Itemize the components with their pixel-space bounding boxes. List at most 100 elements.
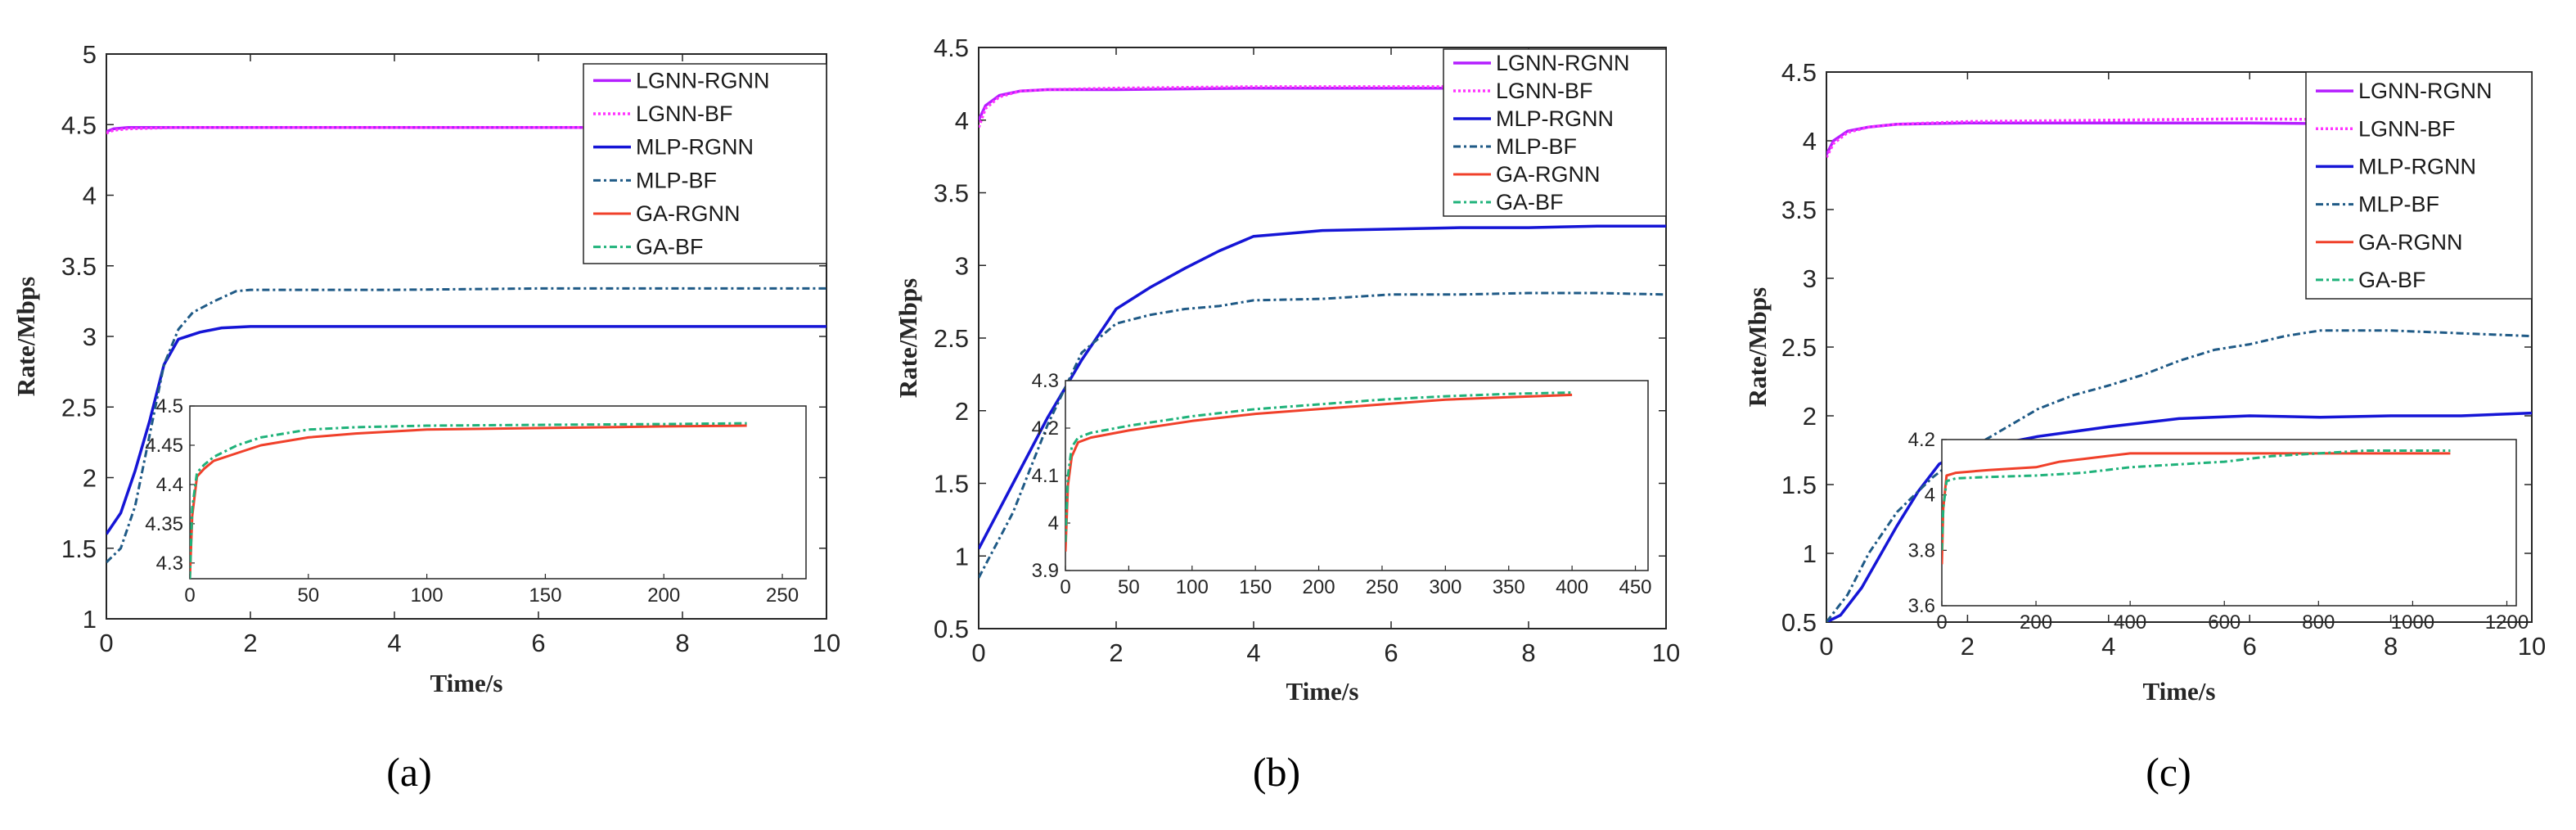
inset-x-tick-label: 150 bbox=[529, 584, 561, 607]
y-tick-label: 4.5 bbox=[61, 111, 97, 139]
y-tick-label: 3.5 bbox=[1781, 196, 1817, 224]
inset-plot: 0 200 400 600 800 1000 1200 3.6 3.8 4 4.2 bbox=[1908, 429, 2529, 634]
inset-x-tick-label: 100 bbox=[411, 584, 444, 607]
inset-frame bbox=[189, 405, 807, 580]
inset-y-tick-label: 4.5 bbox=[156, 395, 183, 417]
y-tick-label: 3 bbox=[955, 251, 969, 280]
inset-plot: 0 50 100 150 200 250 300 350 400 450 3.9 4 4.1 4.2 4.3 bbox=[1032, 370, 1652, 598]
y-tick-label: 3 bbox=[1803, 264, 1817, 293]
legend-label-lgnn-rgnn: LGNN-RGNN bbox=[2358, 79, 2493, 103]
x-tick-label: 6 bbox=[531, 629, 545, 657]
y-axis-label: Rate/Mbps bbox=[11, 277, 40, 396]
inset-x-tick-label: 100 bbox=[1176, 576, 1209, 598]
inset-x-tick-label: 150 bbox=[1239, 576, 1272, 598]
y-tick-label: 2.5 bbox=[934, 324, 969, 353]
inset-y-tick-label: 4.1 bbox=[1032, 465, 1059, 487]
inset-series-line-ga-bf bbox=[1065, 391, 1573, 543]
legend-label-lgnn-bf: LGNN-BF bbox=[2358, 116, 2456, 141]
inset-y-tick-label: 3.8 bbox=[1908, 539, 1935, 562]
panel-label: (a) bbox=[386, 749, 432, 795]
legend: LGNN-RGNN LGNN-BF MLP-RGNN MLP-BF GA-RGNN GA-… bbox=[2305, 71, 2533, 300]
y-tick-label: 4.5 bbox=[934, 34, 969, 62]
y-tick-label: 1.5 bbox=[934, 470, 969, 498]
y-tick-label: 1.5 bbox=[61, 535, 97, 563]
inset-y-tick-label: 4.45 bbox=[145, 435, 183, 457]
inset-frame bbox=[1941, 439, 2517, 607]
legend-label-ga-rgnn: GA-RGNN bbox=[1496, 162, 1601, 187]
panel-label: (c) bbox=[2146, 749, 2191, 795]
y-tick-label: 1.5 bbox=[1781, 471, 1817, 499]
legend: LGNN-RGNN LGNN-BF MLP-RGNN MLP-BF GA-RGNN GA-… bbox=[1443, 48, 1667, 217]
y-tick-label: 2.5 bbox=[61, 393, 97, 422]
inset-y-tick-label: 4 bbox=[1925, 485, 1935, 507]
x-tick-label: 10 bbox=[1652, 638, 1680, 667]
inset-y-tick-label: 3.6 bbox=[1908, 595, 1935, 617]
inset-x-tick-label: 50 bbox=[297, 584, 319, 607]
inset-x-tick-label: 200 bbox=[2020, 611, 2052, 634]
legend-label-ga-bf: GA-BF bbox=[1496, 190, 1564, 214]
inset-x-tick-label: 400 bbox=[2114, 611, 2146, 634]
inset-x-tick-label: 400 bbox=[1556, 576, 1588, 598]
inset-y-tick-label: 4.2 bbox=[1908, 429, 1935, 451]
x-tick-label: 10 bbox=[2518, 632, 2546, 661]
y-tick-label: 1 bbox=[83, 605, 97, 634]
inset-plot: 0 50 100 150 200 250 4.3 4.35 4.4 4.45 4.5 bbox=[145, 395, 807, 607]
legend-label-lgnn-bf: LGNN-BF bbox=[1496, 79, 1593, 103]
inset-x-tick-label: 1200 bbox=[2485, 611, 2529, 634]
series-line-mlp-rgnn bbox=[106, 325, 826, 535]
legend: LGNN-RGNN LGNN-BF MLP-RGNN MLP-BF GA-RGNN GA-… bbox=[583, 63, 827, 264]
legend-label-ga-rgnn: GA-RGNN bbox=[2358, 230, 2463, 255]
inset-series-group bbox=[190, 422, 747, 579]
x-axis-label: Time/s bbox=[2143, 677, 2216, 706]
y-tick-label: 1 bbox=[1803, 539, 1817, 568]
x-tick-label: 4 bbox=[387, 629, 401, 657]
x-tick-label: 2 bbox=[1961, 632, 1975, 661]
inset-x-tick-label: 300 bbox=[1429, 576, 1461, 598]
panel-1: 0 2 4 6 8 10 0.5 1 1.5 2 2.5 3 3.5 4 4.5 Time/s Rate/Mbp… bbox=[894, 34, 1680, 795]
inset-series-line-ga-bf bbox=[190, 422, 747, 579]
y-tick-label: 3.5 bbox=[61, 252, 97, 281]
y-tick-label: 4 bbox=[1803, 127, 1817, 156]
legend-label-mlp-rgnn: MLP-RGNN bbox=[2358, 154, 2476, 178]
y-tick-label: 3 bbox=[83, 323, 97, 351]
legend-box bbox=[583, 63, 827, 264]
legend-label-mlp-bf: MLP-BF bbox=[1496, 134, 1577, 159]
inset-x-tick-label: 250 bbox=[766, 584, 799, 607]
legend-label-lgnn-rgnn: LGNN-RGNN bbox=[636, 68, 770, 92]
x-tick-label: 6 bbox=[2243, 632, 2257, 661]
panel-0: 0 2 4 6 8 10 1 1.5 2 2.5 3 3.5 4 4.5 5 Time/s Rate/Mbps 0… bbox=[11, 40, 840, 795]
y-tick-label: 2.5 bbox=[1781, 333, 1817, 362]
y-tick-label: 1 bbox=[955, 542, 969, 571]
inset-series-group bbox=[1065, 391, 1573, 552]
y-tick-label: 2 bbox=[1803, 402, 1817, 431]
panel-label: (b) bbox=[1253, 749, 1300, 795]
x-tick-label: 8 bbox=[675, 629, 689, 657]
inset-y-tick-label: 4.2 bbox=[1032, 417, 1059, 440]
x-tick-label: 2 bbox=[243, 629, 257, 657]
x-tick-label: 0 bbox=[971, 638, 985, 667]
legend-label-ga-bf: GA-BF bbox=[2358, 268, 2426, 292]
x-tick-label: 0 bbox=[99, 629, 113, 657]
y-axis-label: Rate/Mbps bbox=[1743, 287, 1772, 407]
inset-y-tick-label: 4.3 bbox=[156, 553, 183, 575]
inset-x-tick-label: 350 bbox=[1493, 576, 1525, 598]
y-tick-label: 0.5 bbox=[934, 615, 969, 643]
x-axis-label: Time/s bbox=[1286, 677, 1359, 706]
inset-x-tick-label: 50 bbox=[1118, 576, 1140, 598]
legend-label-ga-bf: GA-BF bbox=[636, 235, 704, 259]
x-tick-label: 2 bbox=[1109, 638, 1123, 667]
x-tick-label: 4 bbox=[2101, 632, 2115, 661]
panel-2: 0 2 4 6 8 100.511.522.533.544.5Time/sRate/Mbp… bbox=[1743, 58, 2546, 795]
inset-series-group bbox=[1942, 449, 2451, 565]
legend-box bbox=[1443, 48, 1667, 217]
x-tick-label: 8 bbox=[2384, 632, 2398, 661]
inset-x-tick-label: 200 bbox=[647, 584, 680, 607]
x-tick-label: 0 bbox=[1819, 632, 1833, 661]
y-tick-label: 4 bbox=[83, 182, 97, 210]
inset-x-tick-label: 0 bbox=[184, 584, 195, 607]
inset-series-line-ga-rgnn bbox=[1942, 452, 2451, 565]
y-tick-label: 4.5 bbox=[1781, 58, 1817, 87]
inset-x-tick-label: 800 bbox=[2302, 611, 2335, 634]
inset-y-tick-label: 4 bbox=[1048, 512, 1059, 535]
